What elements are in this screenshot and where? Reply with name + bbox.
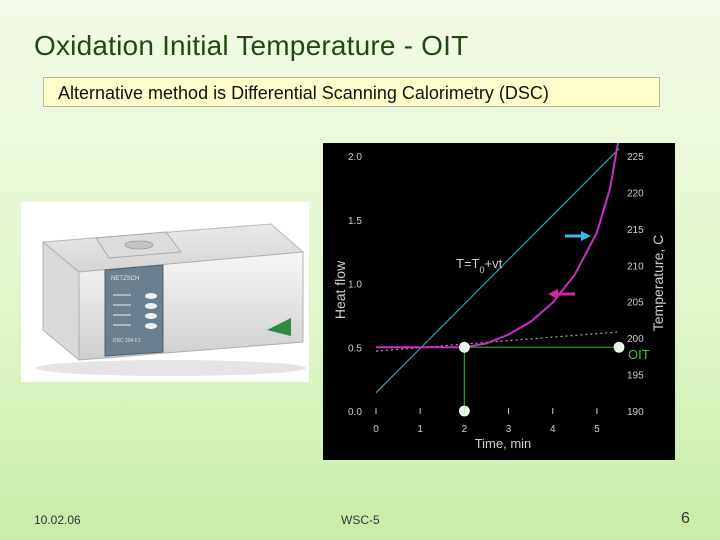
y-right-tick-label: 215 bbox=[627, 225, 644, 236]
equation-label: T=T0+vt bbox=[456, 256, 503, 275]
equation-part: T=T bbox=[456, 256, 480, 271]
heat-flow-arrow-icon bbox=[548, 289, 575, 299]
y-axis-label-right: Temperature, C bbox=[650, 235, 666, 331]
slide-subtitle: Alternative method is Differential Scann… bbox=[43, 77, 660, 107]
data-point bbox=[458, 341, 470, 353]
y-right-tick-label: 190 bbox=[627, 407, 644, 418]
page-number: 6 bbox=[681, 510, 690, 527]
x-axis-label: Time, min bbox=[475, 436, 532, 451]
footer-center-text: WSC-5 bbox=[341, 513, 380, 527]
y-left-tick-label: 0.5 bbox=[348, 343, 362, 354]
model-label: DSC 204 F1 bbox=[113, 338, 141, 344]
x-tick-label: 1 bbox=[417, 424, 423, 435]
dsc-chart: 0.0 0.5 1.0 1.5 2.0 190 195 200 205 210 215 220 225 0… bbox=[323, 136, 675, 460]
y-left-tick-label: 2.0 bbox=[348, 152, 362, 163]
x-tick-label: 0 bbox=[373, 424, 379, 435]
y-right-tick-label: 195 bbox=[627, 371, 644, 382]
y-right-tick-label: 220 bbox=[627, 188, 644, 199]
y-right-tick-label: 210 bbox=[627, 261, 644, 272]
brand-label: NETZSCH bbox=[111, 276, 139, 282]
x-tick-label: 5 bbox=[594, 424, 600, 435]
slide-title: Oxidation Initial Temperature - OIT bbox=[34, 30, 469, 61]
y-axis-label-left: Heat flow bbox=[332, 260, 348, 319]
data-point bbox=[613, 341, 625, 353]
x-tick-label: 4 bbox=[550, 424, 556, 435]
x-tick-label: 2 bbox=[462, 424, 468, 435]
dsc-chart-svg: 0.00.51.01.52.01901952002052102152202250… bbox=[332, 136, 666, 451]
heat-flow-series bbox=[376, 136, 620, 349]
x-tick-label: 3 bbox=[506, 424, 512, 435]
y-left-tick-label: 1.5 bbox=[348, 216, 362, 227]
dsc-instrument-illustration: NETZSCH DSC 204 F1 bbox=[36, 223, 306, 376]
y-left-tick-label: 1.0 bbox=[348, 280, 362, 291]
y-left-tick-label: 0.0 bbox=[348, 407, 362, 418]
footer-date: 10.02.06 bbox=[34, 513, 81, 527]
oit-label: OIT bbox=[628, 347, 650, 362]
temperature-series bbox=[375, 148, 620, 394]
y-right-tick-label: 200 bbox=[627, 334, 644, 345]
temperature-arrow-icon bbox=[565, 231, 591, 241]
y-right-tick-label: 205 bbox=[627, 298, 644, 309]
dsc-instrument-photo: NETZSCH DSC 204 F1 bbox=[21, 202, 309, 382]
equation-subscript: 0 bbox=[479, 265, 484, 275]
equation-part: +vt bbox=[485, 256, 503, 271]
y-right-tick-label: 225 bbox=[627, 152, 644, 163]
